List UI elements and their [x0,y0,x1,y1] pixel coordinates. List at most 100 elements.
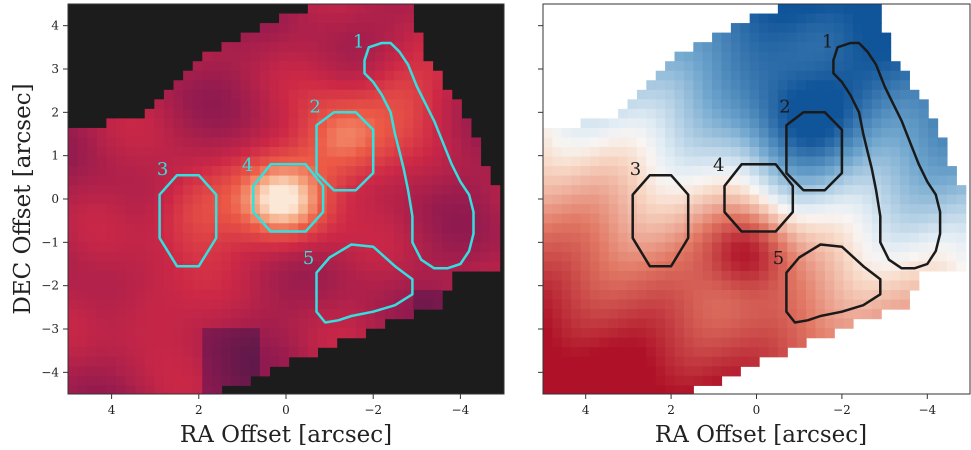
heatmap-cell [796,261,807,272]
heatmap-cell [154,242,165,253]
heatmap-cell [135,166,146,177]
heatmap-cell [231,290,242,301]
heatmap-cell [240,204,251,215]
heatmap-cell [834,108,845,119]
heatmap-cell [413,299,424,310]
heatmap-cell [721,70,732,81]
heatmap-cell [759,108,770,119]
heatmap-cell [768,223,779,234]
heatmap-cell [442,127,453,139]
heatmap-cell [326,175,338,186]
heatmap-cell [326,89,338,100]
heatmap-cell [740,194,751,205]
heatmap-cell [674,366,685,377]
heatmap-cell [403,299,414,310]
heatmap-cell [552,137,563,148]
heatmap-cell [665,194,676,205]
heatmap-cell [259,270,271,282]
heatmap-cell [749,166,760,177]
heatmap-cell [154,385,165,394]
heatmap-cell [749,251,760,262]
heatmap-cell [618,318,629,329]
heatmap-cell [106,347,117,358]
heatmap-cell [853,194,863,205]
heatmap-cell [862,290,873,301]
heatmap-cell [543,213,553,224]
heatmap-cell [115,213,127,224]
heatmap-cell [918,118,929,129]
heatmap-cell [269,213,280,224]
heatmap-cell [250,51,261,62]
heatmap-cell [702,251,713,262]
heatmap-cell [890,61,901,72]
heatmap-cell [608,290,619,301]
heatmap-cell [712,194,723,205]
heatmap-cell [683,175,694,186]
heatmap-cell [384,80,395,91]
heatmap-cell [68,385,79,394]
heatmap-cell [693,347,704,358]
heatmap-cell [365,204,376,215]
heatmap-cell [580,251,591,262]
heatmap-cell [599,318,610,329]
heatmap-cell [480,166,491,177]
heatmap-cell [777,337,788,348]
heatmap-cell [824,13,835,24]
heatmap-cell [543,156,553,167]
heatmap-cell [202,147,213,158]
heatmap-cell [231,270,242,282]
heatmap-cell [442,108,453,119]
heatmap-cell [918,194,929,205]
heatmap-cell [843,185,854,196]
heatmap-cell [413,127,424,139]
heatmap-cell [937,156,948,167]
heatmap-cell [154,99,165,110]
heatmap-cell [250,42,261,53]
heatmap-cell [115,385,127,394]
heatmap-cell [96,156,107,167]
heatmap-cell [740,156,751,167]
heatmap-cell [636,347,647,358]
heatmap-cell [307,290,318,301]
heatmap-cell [307,127,318,139]
heatmap-cell [627,118,638,129]
heatmap-cell [636,299,647,310]
heatmap-cell [173,185,184,196]
heatmap-cell [307,118,318,129]
heatmap-cell [730,127,741,139]
heatmap-cell [543,232,553,243]
heatmap-cell [683,290,694,301]
heatmap-cell [693,356,704,367]
heatmap-cell [326,318,338,329]
heatmap-cell [712,375,723,386]
heatmap-cell [777,42,788,53]
heatmap-cell [384,175,395,186]
heatmap-cell [871,242,882,253]
heatmap-cell [683,356,694,367]
heatmap-cell [288,299,299,310]
heatmap-cell [843,118,854,129]
heatmap-cell [211,299,223,310]
heatmap-cell [125,375,136,386]
heatmap-cell [326,185,338,196]
heatmap-cell [336,23,347,34]
region-5-contour [315,243,414,324]
heatmap-cell [871,156,882,167]
heatmap-cell [202,385,213,394]
heatmap-cell [853,23,863,34]
heatmap-cell [740,80,751,91]
heatmap-cell [442,89,453,100]
heatmap-cell [730,32,741,43]
heatmap-cell [777,80,788,91]
heatmap-cell [211,242,223,253]
heatmap-cell [946,251,957,262]
heatmap-cell [561,309,572,320]
heatmap-cell [665,242,676,253]
heatmap-cell [154,290,165,301]
region-2-label: 2 [779,96,790,117]
heatmap-cell [365,318,376,329]
heatmap-cell [461,118,472,129]
heatmap-cell [279,290,290,301]
heatmap-cell [599,375,610,386]
heatmap-cell [365,251,376,262]
